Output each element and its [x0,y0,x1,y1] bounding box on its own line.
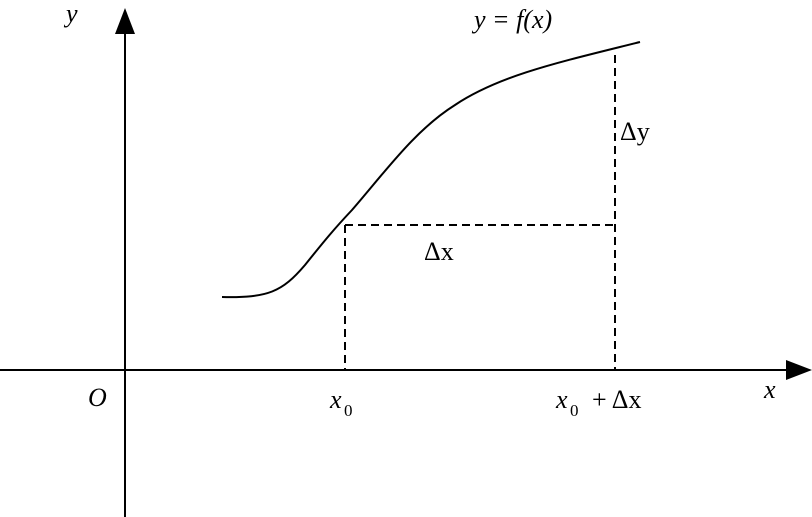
function-curve [221,41,641,299]
x0-label: x 0 [329,385,353,420]
x-axis-arrow-icon [786,360,812,380]
x0-base: x [329,385,342,414]
function-label: y = f(x) [471,5,552,34]
y-axis-label: y [63,0,78,28]
delta-y-label: Δy [620,117,650,146]
x0-subscript: 0 [344,401,353,420]
x0-plus-base: x [555,385,568,414]
x0-plus-subscript: 0 [570,401,579,420]
x-axis-label: x [763,375,776,404]
x0-plus-suffix: + Δx [592,385,641,414]
x0-plus-delta-x-label: x 0 + Δx [555,385,641,420]
y-axis-arrow-icon [115,8,135,34]
origin-label: O [88,383,107,412]
delta-x-label: Δx [424,237,454,266]
